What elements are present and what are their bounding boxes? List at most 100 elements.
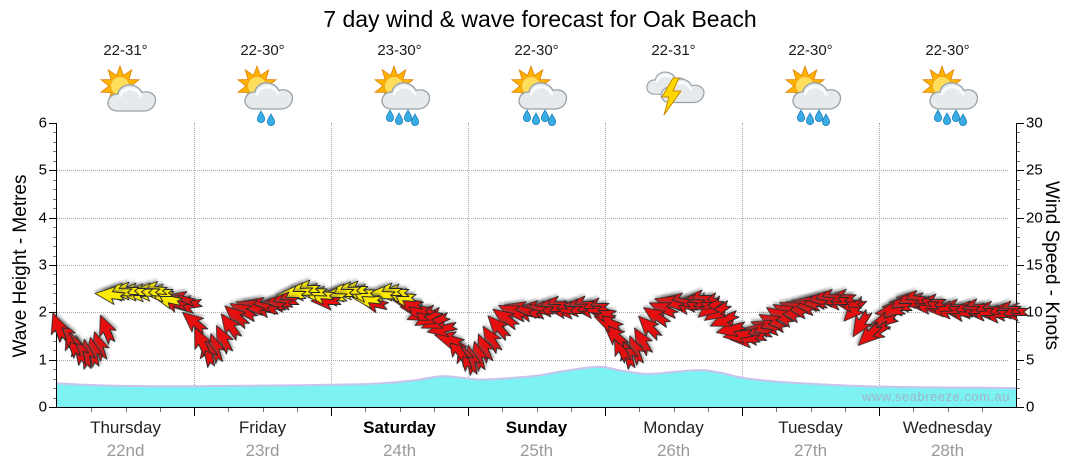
y-tick-label-left: 5: [38, 161, 47, 179]
y-tick: [53, 246, 56, 248]
y-tick: [53, 378, 56, 380]
date-label: 26th: [656, 441, 691, 460]
y-tick: [1017, 350, 1020, 352]
gridline-vertical: [879, 123, 880, 407]
x-tick: [570, 408, 572, 412]
y-tick: [49, 359, 56, 361]
y-tick: [53, 255, 56, 257]
y-tick: [53, 141, 56, 143]
x-tick: [844, 408, 846, 412]
y-tick: [53, 160, 56, 162]
gridline-vertical: [468, 123, 469, 407]
y-tick: [49, 123, 56, 124]
x-tick: [742, 408, 743, 416]
y-tick: [53, 331, 56, 333]
chart-title: 7 day wind & wave forecast for Oak Beach: [323, 6, 757, 32]
y-tick: [53, 293, 56, 295]
wind-arrow: [364, 285, 397, 306]
x-tick: [810, 408, 812, 412]
y-tick: [1017, 340, 1020, 342]
wind-arrow: [431, 325, 467, 353]
wind-arrow: [310, 291, 342, 311]
y-tick: [53, 388, 56, 390]
weather-icon-partly-cloudy: [94, 64, 158, 120]
y-tick: [1017, 179, 1020, 181]
day-label: Sunday: [505, 418, 568, 437]
wind-arrow: [571, 298, 604, 320]
y-tick-label-right: 30: [1026, 114, 1043, 132]
y-tick: [53, 350, 56, 352]
y-tick: [1017, 378, 1020, 380]
y-tick: [1017, 227, 1020, 229]
gridline-vertical: [331, 123, 332, 407]
x-tick: [331, 408, 332, 416]
y-tick: [53, 369, 56, 371]
y-tick: [49, 217, 56, 219]
x-tick: [125, 408, 127, 412]
y-tick: [53, 302, 56, 304]
y-tick-label-right: 10: [1026, 303, 1043, 321]
wind-arrow: [922, 297, 955, 318]
y-tick: [53, 236, 56, 238]
y-tick: [1017, 369, 1020, 371]
wind-arrow: [384, 286, 417, 308]
weather-icon-showers: [779, 64, 843, 126]
y-tick: [53, 340, 56, 342]
left-axis-label: Wave Height - Metres: [10, 174, 31, 358]
y-tick-label-right: 15: [1026, 256, 1043, 274]
weather-icon-shower-light: [231, 64, 295, 126]
gridline-horizontal: [57, 265, 1008, 266]
x-tick: [707, 408, 709, 412]
date-label: 27th: [793, 441, 828, 460]
y-tick: [53, 274, 56, 276]
x-tick: [776, 408, 778, 412]
y-tick: [53, 132, 56, 134]
weather-icon-thunderstorm: [642, 64, 706, 120]
y-tick: [1017, 265, 1024, 266]
y-tick: [1017, 293, 1020, 295]
x-tick: [947, 408, 949, 412]
wind-arrow: [644, 293, 681, 324]
temperature-label: 22-31°: [103, 42, 148, 59]
y-axis-left: [56, 123, 57, 408]
y-tick: [1017, 189, 1020, 191]
day-label: Thursday: [90, 418, 161, 437]
date-label: 22nd: [106, 441, 145, 460]
gridline-vertical: [194, 123, 195, 407]
y-tick: [1017, 283, 1020, 285]
x-tick: [159, 408, 161, 412]
wind-arrow: [93, 284, 127, 307]
x-tick: [262, 408, 264, 412]
y-tick: [1017, 359, 1024, 361]
temperature-label: 22-30°: [925, 42, 970, 59]
y-tick: [53, 283, 56, 285]
right-axis-label: Wind Speed - Knots: [1041, 180, 1062, 350]
gridline-vertical: [605, 123, 606, 407]
y-tick-label-right: 0: [1026, 398, 1035, 416]
y-tick: [1017, 170, 1024, 172]
y-tick: [1017, 236, 1020, 238]
y-tick: [53, 227, 56, 229]
y-tick-label-left: 6: [38, 114, 47, 132]
temperature-label: 22-31°: [651, 42, 696, 59]
gridline-horizontal: [57, 217, 1008, 219]
y-tick: [1017, 217, 1024, 219]
y-tick: [1017, 246, 1020, 248]
y-tick: [1017, 331, 1020, 333]
x-tick: [91, 408, 93, 412]
y-tick: [1017, 397, 1020, 399]
y-tick: [1017, 208, 1020, 210]
y-tick: [53, 151, 56, 153]
x-tick: [468, 408, 469, 416]
watermark: www.seabreeze.com.au: [861, 389, 1010, 404]
y-tick-label-right: 5: [1026, 351, 1035, 369]
y-axis-right: [1016, 123, 1017, 408]
y-tick-label-right: 25: [1026, 161, 1043, 179]
wind-arrow: [480, 309, 516, 346]
x-tick: [879, 408, 880, 416]
x-tick: [296, 408, 298, 412]
y-tick-label-left: 0: [38, 398, 47, 416]
y-tick: [1017, 388, 1020, 390]
x-tick: [228, 408, 230, 412]
x-axis: [56, 407, 1017, 408]
